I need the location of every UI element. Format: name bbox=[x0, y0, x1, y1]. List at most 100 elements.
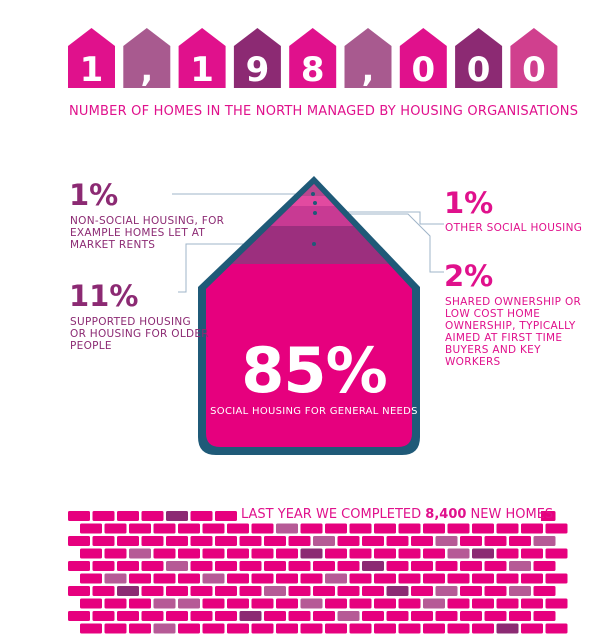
general-needs-percent: 85% bbox=[241, 334, 387, 407]
digit-char: 1 bbox=[80, 50, 104, 90]
brick bbox=[398, 548, 421, 559]
brick bbox=[533, 536, 556, 546]
brick bbox=[251, 523, 274, 534]
brick bbox=[288, 536, 311, 546]
non-social-label: NON-SOCIAL HOUSING, FOR EXAMPLE HOMES LE… bbox=[70, 215, 224, 251]
brick bbox=[141, 561, 164, 571]
caption-suffix: NEW HOMES bbox=[466, 507, 554, 522]
brick bbox=[288, 611, 311, 621]
brick bbox=[215, 511, 237, 521]
brick bbox=[533, 611, 556, 621]
brick bbox=[68, 561, 90, 571]
digit-house: 8 bbox=[289, 28, 337, 90]
brick bbox=[447, 598, 470, 609]
brick bbox=[276, 548, 298, 559]
brick bbox=[190, 586, 213, 596]
brick bbox=[423, 548, 445, 559]
brick bbox=[386, 611, 409, 621]
brick bbox=[325, 573, 347, 584]
brick bbox=[423, 523, 445, 534]
brick bbox=[227, 623, 249, 634]
brick bbox=[202, 523, 225, 534]
brick bbox=[521, 523, 543, 534]
brick bbox=[215, 561, 237, 571]
brick bbox=[362, 561, 384, 571]
label-line: MARKET RENTS bbox=[70, 239, 156, 251]
digit-house: 9 bbox=[233, 28, 281, 90]
leader-line bbox=[318, 211, 444, 225]
label-line: OR HOUSING FOR OLDER bbox=[70, 328, 209, 340]
brick bbox=[276, 523, 298, 534]
brick bbox=[92, 561, 115, 571]
brick bbox=[423, 598, 445, 609]
brick bbox=[92, 611, 115, 621]
brick bbox=[129, 523, 151, 534]
brick bbox=[496, 548, 519, 559]
brick bbox=[362, 586, 384, 596]
brick bbox=[178, 573, 200, 584]
brick bbox=[460, 611, 482, 621]
label-line: BUYERS AND KEY WORKERS bbox=[445, 344, 541, 368]
digit-char: 9 bbox=[246, 50, 270, 90]
brick bbox=[68, 586, 90, 596]
label-line: OTHER SOCIAL HOUSING bbox=[445, 222, 583, 234]
brick bbox=[141, 611, 164, 621]
brick bbox=[509, 561, 531, 571]
brick bbox=[349, 623, 372, 634]
label-line: NON-SOCIAL HOUSING, FOR bbox=[70, 215, 225, 227]
brick bbox=[80, 598, 102, 609]
brick bbox=[325, 598, 347, 609]
brick bbox=[533, 561, 556, 571]
brick bbox=[300, 598, 323, 609]
brick bbox=[202, 623, 225, 634]
label-line: OWNERSHIP, TYPICALLY bbox=[445, 320, 576, 332]
brick bbox=[484, 536, 507, 546]
brick bbox=[117, 611, 139, 621]
brick bbox=[337, 586, 360, 596]
brick bbox=[104, 548, 127, 559]
leader-line bbox=[318, 213, 444, 273]
brick bbox=[398, 598, 421, 609]
brick bbox=[227, 573, 249, 584]
brick bbox=[141, 586, 164, 596]
brick bbox=[398, 623, 421, 634]
brick bbox=[398, 573, 421, 584]
digit-char: 1 bbox=[190, 50, 214, 90]
brick bbox=[325, 548, 347, 559]
general-needs-label: SOCIAL HOUSING FOR GENERAL NEEDS bbox=[210, 406, 418, 417]
brick bbox=[80, 548, 102, 559]
brick bbox=[545, 523, 568, 534]
brick bbox=[117, 536, 139, 546]
leader-dot bbox=[313, 201, 317, 205]
brick bbox=[300, 573, 323, 584]
other-social-percent: 1% bbox=[444, 186, 494, 220]
brick bbox=[472, 523, 494, 534]
digit-char: 0 bbox=[522, 50, 546, 90]
label-line: AIMED AT FIRST TIME bbox=[445, 332, 563, 344]
brick bbox=[337, 611, 360, 621]
brick bbox=[349, 598, 372, 609]
digit-house: 1 bbox=[178, 28, 226, 90]
brick bbox=[484, 611, 507, 621]
brick bbox=[215, 586, 237, 596]
digit-house: 0 bbox=[510, 28, 558, 90]
brick bbox=[251, 598, 274, 609]
leader-dot bbox=[311, 192, 315, 196]
brick bbox=[276, 598, 298, 609]
brick bbox=[92, 586, 115, 596]
brick bbox=[423, 623, 445, 634]
brick bbox=[374, 523, 396, 534]
brick bbox=[178, 598, 200, 609]
brick bbox=[239, 561, 262, 571]
brick bbox=[104, 573, 127, 584]
brick bbox=[264, 561, 286, 571]
brick bbox=[92, 536, 115, 546]
digit-house: 0 bbox=[455, 28, 503, 90]
brick bbox=[362, 536, 384, 546]
label-line: SUPPORTED HOUSING bbox=[70, 316, 191, 328]
brick bbox=[215, 611, 237, 621]
band-other-social bbox=[206, 196, 412, 206]
brick bbox=[141, 511, 164, 521]
